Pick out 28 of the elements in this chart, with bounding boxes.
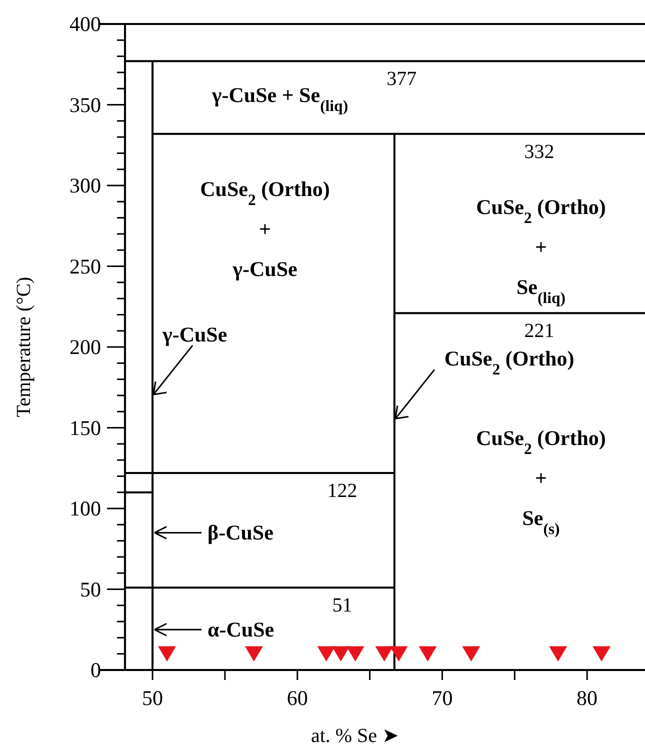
annotation: 221 xyxy=(524,320,554,342)
y-tick-label: 250 xyxy=(70,254,101,278)
x-axis-title: at. % Se ➤ xyxy=(310,725,400,746)
y-tick-label: 400 xyxy=(70,12,101,36)
annotation: 377 xyxy=(386,68,417,90)
x-tick-label: 50 xyxy=(142,686,164,710)
y-axis-title: Temperature (°C) xyxy=(13,276,35,418)
annotation: γ-CuSe + Se$_{(liq)}$ xyxy=(210,83,348,114)
y-tick-label: 150 xyxy=(70,416,101,440)
x-tick-label: 80 xyxy=(576,686,598,710)
annotation: 122 xyxy=(327,480,358,502)
annotation: CuSe$_{2}$ (Ortho) + γ-CuSe xyxy=(200,177,330,281)
x-tick-label: 70 xyxy=(432,686,453,710)
y-tick-label: 300 xyxy=(70,174,101,198)
annotation: α-CuSe xyxy=(208,618,274,642)
annotation: 332 xyxy=(524,140,554,163)
annotation: β-CuSe xyxy=(208,520,274,545)
y-tick-label: 200 xyxy=(70,335,101,359)
y-tick-label: 0 xyxy=(90,658,101,682)
annotation: CuSe$_{2}$ (Ortho) + Se$_{(liq)}$ xyxy=(476,195,606,306)
x-tick-label: 60 xyxy=(286,686,308,710)
y-tick-label: 100 xyxy=(70,496,101,520)
y-tick-label: 350 xyxy=(70,92,101,117)
annotation: CuSe$_{2}$ (Ortho) + Se$_{(s)}$ xyxy=(476,426,606,538)
annotation: 51 xyxy=(332,594,352,617)
annotation: γ-CuSe xyxy=(162,322,228,346)
annotation: CuSe$_{2}$ (Ortho) xyxy=(444,346,574,378)
y-tick-label: 50 xyxy=(80,577,101,602)
